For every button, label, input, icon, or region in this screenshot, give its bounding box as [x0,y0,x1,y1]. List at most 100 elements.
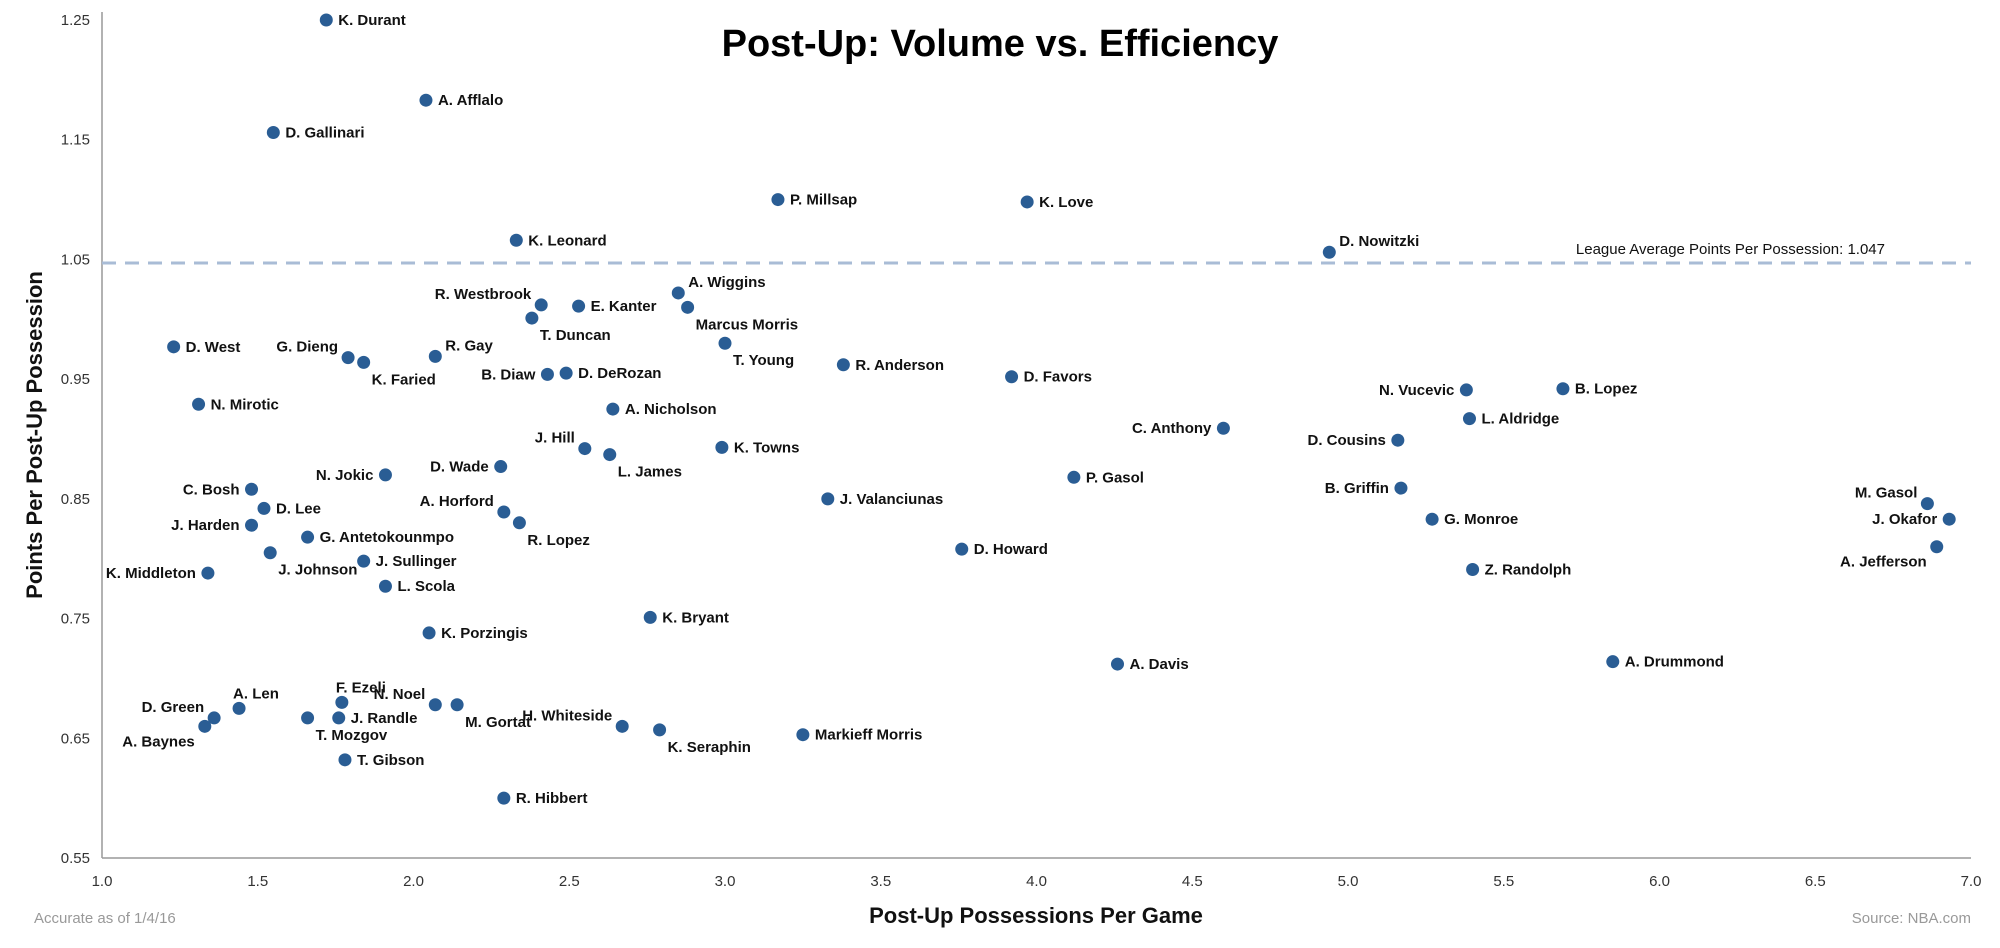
data-point [1942,512,1956,526]
data-point [201,566,215,580]
data-point [1606,655,1620,669]
x-tick-label: 5.5 [1493,873,1514,890]
point-label: H. Whiteside [522,707,612,724]
point-label: P. Gasol [1086,469,1144,486]
x-axis-title: Post-Up Possessions Per Game [869,903,1203,928]
data-point [257,501,271,515]
data-point [534,298,548,312]
data-point [207,711,221,725]
point-label: K. Love [1039,194,1093,211]
chart-title: Post-Up: Volume vs. Efficiency [722,23,1279,65]
data-point [1459,383,1473,397]
point-label: D. Cousins [1307,432,1385,449]
point-label: B. Lopez [1575,381,1638,398]
point-label: N. Mirotic [211,396,279,413]
point-label: J. Randle [351,710,418,727]
data-point [1920,497,1934,511]
data-point [301,530,315,544]
data-point [606,402,620,416]
point-label: N. Noel [374,686,426,703]
point-label: K. Porzingis [441,625,528,642]
data-point [1391,433,1405,447]
point-label: J. Harden [171,517,239,534]
data-point [836,358,850,372]
data-point [357,355,371,369]
data-point [263,546,277,560]
data-point [378,579,392,593]
point-label: G. Monroe [1444,511,1518,528]
data-point [715,440,729,454]
data-point [1462,412,1476,426]
data-point [1425,512,1439,526]
data-point [1005,370,1019,384]
point-label: J. Hill [535,430,575,447]
point-label: T. Duncan [540,327,611,344]
y-tick-label: 0.55 [61,850,90,867]
x-tick-label: 5.0 [1338,873,1359,890]
data-point [192,397,206,411]
point-label: D. West [186,339,241,356]
data-point [525,311,539,325]
data-point [497,791,511,805]
point-label: R. Lopez [527,532,590,549]
data-point [422,626,436,640]
data-point [578,442,592,456]
data-point [319,13,333,27]
point-label: D. DeRozan [578,365,661,382]
data-point [428,349,442,363]
point-label: K. Durant [338,12,406,29]
league-average-label: League Average Points Per Possession: 1.… [1576,241,1885,258]
point-label: B. Diaw [481,366,536,383]
point-label: D. Wade [430,459,489,476]
point-label: A. Jefferson [1840,554,1927,571]
data-point [497,505,511,519]
point-label: N. Vucevic [1379,382,1454,399]
point-label: A. Wiggins [688,274,765,291]
point-label: N. Jokic [316,467,374,484]
data-point [821,492,835,506]
y-tick-label: 0.75 [61,611,90,628]
data-point [1466,562,1480,576]
y-tick-label: 0.95 [61,371,90,388]
data-point [1930,540,1944,554]
data-point [512,516,526,530]
x-tick-label: 1.5 [247,873,268,890]
data-point [301,711,315,725]
x-tick-label: 6.0 [1649,873,1670,890]
point-label: C. Bosh [183,481,240,498]
data-point [419,93,433,107]
y-tick-labels: 0.55 0.65 0.75 0.85 0.95 1.05 1.15 1.25 [61,12,90,867]
point-label: D. Green [142,699,205,716]
data-point [1394,481,1408,495]
y-tick-label: 1.25 [61,12,90,29]
point-label: P. Millsap [790,192,857,209]
source-note: Source: NBA.com [1852,910,1971,927]
point-label: M. Gasol [1855,485,1918,502]
accuracy-note: Accurate as of 1/4/16 [34,910,176,927]
point-label: R. Anderson [855,357,944,374]
point-label: R. Hibbert [516,790,588,807]
point-label: C. Anthony [1132,420,1212,437]
point-label: F. Ezeli [336,679,386,696]
point-label: L. James [618,464,682,481]
data-point [718,336,732,350]
x-tick-label: 6.5 [1805,873,1826,890]
data-point [450,698,464,712]
data-point [335,695,349,709]
point-label: K. Towns [734,439,800,456]
y-tick-label: 0.85 [61,491,90,508]
point-label: G. Antetokounmpo [320,529,454,546]
data-point [332,711,346,725]
point-label: E. Kanter [591,298,657,315]
x-tick-label: 2.5 [559,873,580,890]
point-label: Z. Randolph [1485,561,1572,578]
point-label: A. Nicholson [625,401,717,418]
data-point [1216,421,1230,435]
point-label: K. Middleton [106,565,196,582]
point-label: J. Okafor [1872,511,1937,528]
point-label: R. Gay [445,337,493,354]
data-point [266,126,280,140]
data-point [771,193,785,207]
data-point [167,340,181,354]
